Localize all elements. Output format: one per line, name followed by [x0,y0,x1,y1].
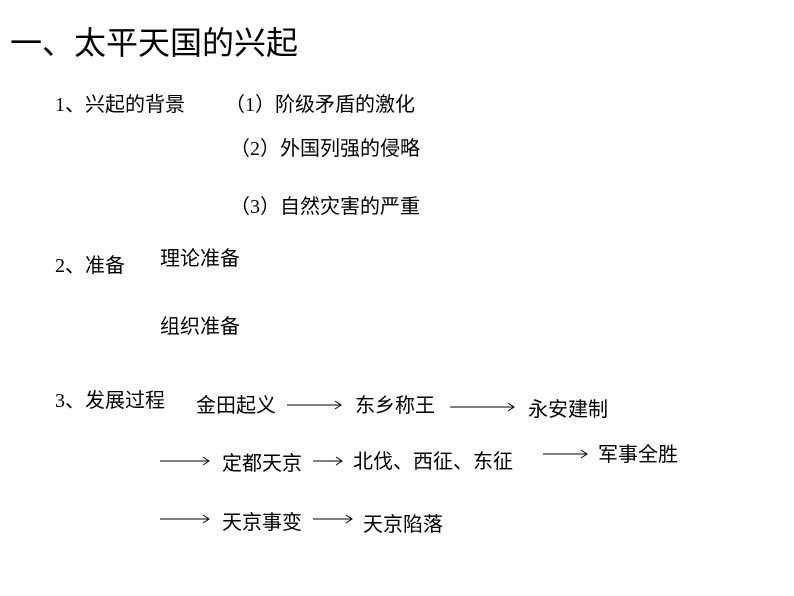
arrow-icon [543,449,593,450]
background-item-2: （2）外国列强的侵略 [230,132,420,161]
background-item-3: （3）自然灾害的严重 [230,190,420,219]
flow-node-victory: 军事全胜 [598,438,678,467]
flow-node-yongan: 永安建制 [528,393,608,422]
flow-node-jintian: 金田起义 [196,389,276,418]
arrow-icon [313,456,348,457]
flow-node-fall: 天京陷落 [363,508,443,537]
arrow-icon [450,402,520,403]
flow-node-incident: 天京事变 [222,506,302,535]
flow-node-dingdu: 定都天京 [222,447,302,476]
section-2-label: 2、准备 [55,249,125,278]
flow-node-campaigns: 北伐、西征、东征 [353,445,513,474]
flow-node-dongxiang: 东乡称王 [355,389,435,418]
section-1-label: 1、兴起的背景 [55,88,185,117]
prep-item-2: 组织准备 [160,310,240,339]
prep-item-1: 理论准备 [160,242,240,271]
arrow-icon [287,400,347,401]
page-title: 一、太平天国的兴起 [10,18,298,64]
background-item-1: （1）阶级矛盾的激化 [225,88,415,117]
section-3-label: 3、发展过程 [55,384,165,413]
arrow-icon [160,456,215,457]
arrow-icon [313,514,358,515]
arrow-icon [160,514,215,515]
